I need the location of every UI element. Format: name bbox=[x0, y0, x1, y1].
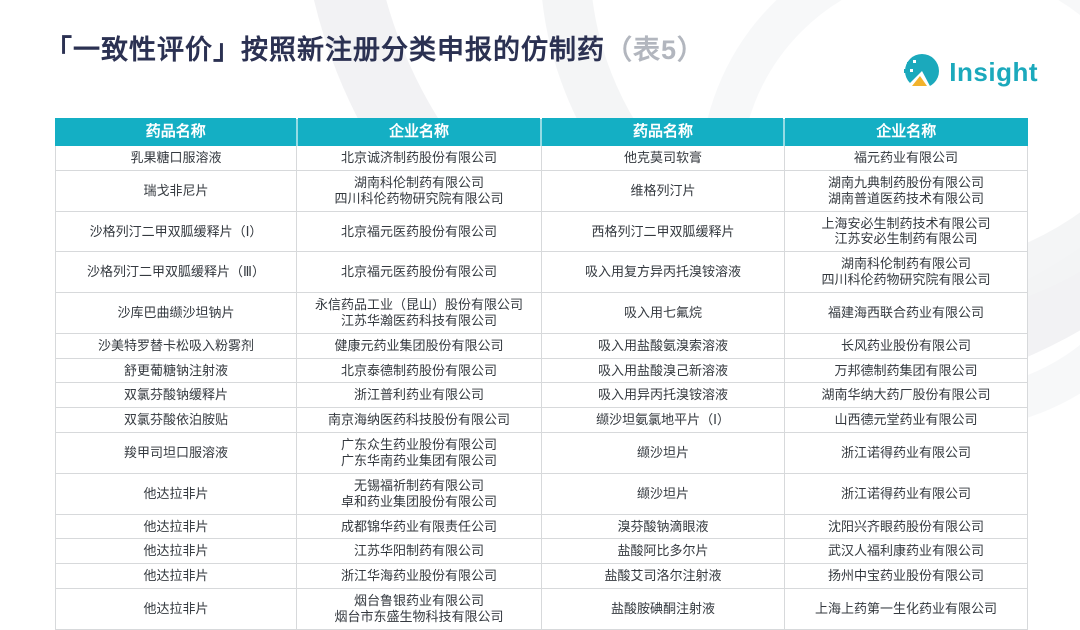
insight-logo: Insight bbox=[901, 52, 1038, 92]
drug-name-cell: 沙库巴曲缬沙坦钠片 bbox=[54, 292, 298, 334]
drug-name-cell: 吸入用七氟烷 bbox=[540, 292, 785, 334]
table-row: 双氯芬酸依泊胺贴 南京海纳医药科技股份有限公司 缬沙坦氨氯地平片（Ⅰ） 山西德元堂药业… bbox=[54, 407, 1029, 434]
company-name-cell: 浙江普利药业有限公司 bbox=[296, 382, 542, 409]
drug-name-cell: 他达拉非片 bbox=[54, 563, 298, 590]
header-company-name-left: 企业名称 bbox=[295, 118, 542, 146]
company-name-cell: 长风药业股份有限公司 bbox=[783, 332, 1029, 359]
drug-table-wrapper: 药品名称 企业名称 药品名称 企业名称 乳果糖口服溶液 北京诚济制药股份有限公司他… bbox=[54, 118, 1029, 630]
company-name-cell: 湖南科伦制药有限公司 四川科伦药物研究院有限公司 bbox=[783, 251, 1029, 294]
drug-name-cell: 缬沙坦氨氯地平片（Ⅰ） bbox=[540, 407, 785, 434]
drug-name-cell: 乳果糖口服溶液 bbox=[54, 145, 298, 171]
page-title: 「一致性评价」按照新注册分类申报的仿制药（表5） bbox=[45, 28, 705, 67]
company-name-cell: 无锡福祈制药有限公司 卓和药业集团股份有限公司 bbox=[296, 472, 542, 515]
drug-name-cell: 他克莫司软膏 bbox=[540, 145, 785, 171]
drug-name-cell: 瑞戈非尼片 bbox=[54, 169, 298, 212]
table-header-row: 药品名称 企业名称 药品名称 企业名称 bbox=[54, 118, 1029, 146]
company-name-cell: 北京福元医药股份有限公司 bbox=[296, 210, 542, 253]
drug-name-cell: 吸入用盐酸溴己新溶液 bbox=[540, 357, 785, 384]
drug-name-cell: 羧甲司坦口服溶液 bbox=[54, 432, 298, 474]
company-name-cell: 万邦德制药集团有限公司 bbox=[783, 357, 1029, 384]
company-name-cell: 永信药品工业（昆山）股份有限公司 江苏华瀚医药科技有限公司 bbox=[296, 292, 542, 334]
table-row: 乳果糖口服溶液 北京诚济制药股份有限公司 他克莫司软膏 福元药业有限公司 bbox=[54, 145, 1029, 171]
company-name-cell: 健康元药业集团股份有限公司 bbox=[296, 332, 542, 359]
drug-name-cell: 双氯芬酸依泊胺贴 bbox=[54, 407, 298, 434]
page-title-main: 「一致性评价」按照新注册分类申报的仿制药 bbox=[45, 35, 605, 65]
table-row: 舒更葡糖钠注射液 北京泰德制药股份有限公司 吸入用盐酸溴己新溶液 万邦德制药集团有限公… bbox=[54, 357, 1029, 384]
header-company-name-right: 企业名称 bbox=[783, 118, 1029, 146]
company-name-cell: 北京泰德制药股份有限公司 bbox=[296, 357, 542, 384]
company-name-cell: 上海安必生制药技术有限公司 江苏安必生制药有限公司 bbox=[783, 210, 1029, 253]
drug-name-cell: 吸入用复方异丙托溴铵溶液 bbox=[540, 251, 785, 294]
drug-name-cell: 盐酸艾司洛尔注射液 bbox=[540, 563, 785, 590]
drug-name-cell: 西格列汀二甲双胍缓释片 bbox=[540, 210, 785, 253]
company-name-cell: 江苏华阳制药有限公司 bbox=[296, 538, 542, 565]
company-name-cell: 北京福元医药股份有限公司 bbox=[296, 251, 542, 294]
drug-name-cell: 吸入用盐酸氨溴索溶液 bbox=[540, 332, 785, 359]
company-name-cell: 沈阳兴齐眼药股份有限公司 bbox=[783, 513, 1029, 540]
company-name-cell: 扬州中宝药业股份有限公司 bbox=[783, 563, 1029, 590]
drug-name-cell: 他达拉非片 bbox=[54, 588, 298, 630]
drug-name-cell: 舒更葡糖钠注射液 bbox=[54, 357, 298, 384]
company-name-cell: 广东众生药业股份有限公司 广东华南药业集团有限公司 bbox=[296, 432, 542, 474]
table-row: 他达拉非片 成都锦华药业有限责任公司 溴芬酸钠滴眼液 沈阳兴齐眼药股份有限公司 bbox=[54, 513, 1029, 540]
company-name-cell: 湖南华纳大药厂股份有限公司 bbox=[783, 382, 1029, 409]
table-row: 瑞戈非尼片 湖南科伦制药有限公司 四川科伦药物研究院有限公司 维格列汀片 湖南九典制药… bbox=[54, 169, 1029, 212]
company-name-cell: 湖南九典制药股份有限公司 湖南普道医药技术有限公司 bbox=[783, 169, 1029, 212]
drug-name-cell: 沙美特罗替卡松吸入粉雾剂 bbox=[54, 332, 298, 359]
table-row: 他达拉非片 浙江华海药业股份有限公司 盐酸艾司洛尔注射液 扬州中宝药业股份有限公司 bbox=[54, 563, 1029, 590]
drug-name-cell: 溴芬酸钠滴眼液 bbox=[540, 513, 785, 540]
company-name-cell: 北京诚济制药股份有限公司 bbox=[296, 145, 542, 171]
drug-name-cell: 维格列汀片 bbox=[540, 169, 785, 212]
drug-name-cell: 缬沙坦片 bbox=[540, 432, 785, 474]
table-row: 沙格列汀二甲双胍缓释片（Ⅰ） 北京福元医药股份有限公司 西格列汀二甲双胍缓释片 上海安… bbox=[54, 210, 1029, 253]
table-row: 羧甲司坦口服溶液 广东众生药业股份有限公司 广东华南药业集团有限公司 缬沙坦片 浙江诺… bbox=[54, 432, 1029, 474]
company-name-cell: 南京海纳医药科技股份有限公司 bbox=[296, 407, 542, 434]
header-drug-name-right: 药品名称 bbox=[540, 118, 785, 146]
company-name-cell: 福元药业有限公司 bbox=[783, 145, 1029, 171]
table-row: 他达拉非片 无锡福祈制药有限公司 卓和药业集团股份有限公司 缬沙坦片 浙江诺得药业有限… bbox=[54, 472, 1029, 515]
table-row: 双氯芬酸钠缓释片 浙江普利药业有限公司 吸入用异丙托溴铵溶液 湖南华纳大药厂股份有限公… bbox=[54, 382, 1029, 409]
drug-name-cell: 盐酸阿比多尔片 bbox=[540, 538, 785, 565]
company-name-cell: 成都锦华药业有限责任公司 bbox=[296, 513, 542, 540]
company-name-cell: 湖南科伦制药有限公司 四川科伦药物研究院有限公司 bbox=[296, 169, 542, 212]
table-body: 乳果糖口服溶液 北京诚济制药股份有限公司 他克莫司软膏 福元药业有限公司 瑞戈非尼片 湖南… bbox=[54, 145, 1029, 630]
table-row: 沙格列汀二甲双胍缓释片（Ⅲ） 北京福元医药股份有限公司 吸入用复方异丙托溴铵溶液 湖南… bbox=[54, 251, 1029, 294]
header-drug-name-left: 药品名称 bbox=[54, 118, 298, 146]
drug-name-cell: 他达拉非片 bbox=[54, 513, 298, 540]
drug-name-cell: 他达拉非片 bbox=[54, 538, 298, 565]
drug-name-cell: 他达拉非片 bbox=[54, 472, 298, 515]
table-row: 他达拉非片 烟台鲁银药业有限公司 烟台市东盛生物科技有限公司 盐酸胺碘酮注射液 上海上… bbox=[54, 588, 1029, 630]
drug-name-cell: 双氯芬酸钠缓释片 bbox=[54, 382, 298, 409]
company-name-cell: 山西德元堂药业有限公司 bbox=[783, 407, 1029, 434]
page-title-suffix: （表5） bbox=[605, 35, 706, 65]
drug-name-cell: 吸入用异丙托溴铵溶液 bbox=[540, 382, 785, 409]
company-name-cell: 浙江诺得药业有限公司 bbox=[783, 472, 1029, 515]
table-row: 沙库巴曲缬沙坦钠片 永信药品工业（昆山）股份有限公司 江苏华瀚医药科技有限公司 吸入… bbox=[54, 292, 1029, 334]
company-name-cell: 福建海西联合药业有限公司 bbox=[783, 292, 1029, 334]
drug-name-cell: 沙格列汀二甲双胍缓释片（Ⅲ） bbox=[54, 251, 298, 294]
table-header: 药品名称 企业名称 药品名称 企业名称 bbox=[54, 118, 1029, 146]
drug-name-cell: 缬沙坦片 bbox=[540, 472, 785, 515]
table-row: 沙美特罗替卡松吸入粉雾剂 健康元药业集团股份有限公司 吸入用盐酸氨溴索溶液 长风药业股… bbox=[54, 332, 1029, 359]
company-name-cell: 烟台鲁银药业有限公司 烟台市东盛生物科技有限公司 bbox=[296, 588, 542, 630]
company-name-cell: 武汉人福利康药业有限公司 bbox=[783, 538, 1029, 565]
company-name-cell: 浙江华海药业股份有限公司 bbox=[296, 563, 542, 590]
company-name-cell: 上海上药第一生化药业有限公司 bbox=[783, 588, 1029, 630]
drug-table: 药品名称 企业名称 药品名称 企业名称 乳果糖口服溶液 北京诚济制药股份有限公司他… bbox=[54, 118, 1029, 630]
drug-name-cell: 盐酸胺碘酮注射液 bbox=[540, 588, 785, 630]
table-row: 他达拉非片 江苏华阳制药有限公司 盐酸阿比多尔片 武汉人福利康药业有限公司 bbox=[54, 538, 1029, 565]
drug-name-cell: 沙格列汀二甲双胍缓释片（Ⅰ） bbox=[54, 210, 298, 253]
pie-chart-icon bbox=[904, 54, 940, 88]
company-name-cell: 浙江诺得药业有限公司 bbox=[783, 432, 1029, 474]
insight-logo-text: Insight bbox=[949, 56, 1038, 87]
